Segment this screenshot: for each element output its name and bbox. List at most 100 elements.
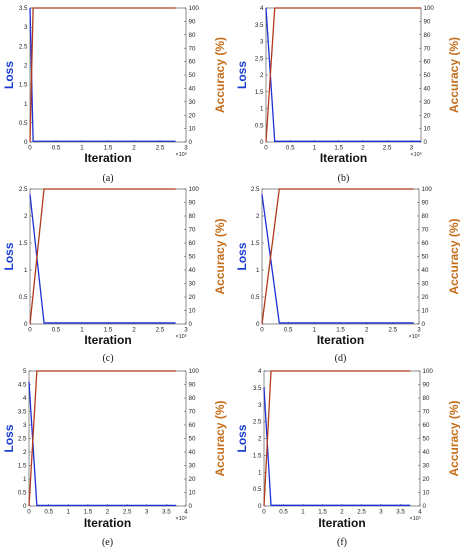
y-left-tick-label: 4 bbox=[23, 395, 27, 402]
x-axis-label: Iteration bbox=[318, 516, 365, 530]
y-right-tick-label: 60 bbox=[189, 240, 196, 247]
y-left-tick-label: 4.5 bbox=[18, 382, 27, 389]
y-right-tick-label: 30 bbox=[189, 281, 196, 288]
y-right-tick-label: 90 bbox=[189, 19, 196, 26]
x-tick-label: 0.5 bbox=[286, 145, 295, 152]
x-tick-label: 0 bbox=[260, 327, 264, 334]
panel-caption: (f) bbox=[337, 537, 347, 548]
y-left-tick-label: 1 bbox=[24, 101, 28, 108]
loss-series-line bbox=[261, 194, 414, 324]
x-tick-label: 2.5 bbox=[123, 509, 132, 516]
chart-panel-1: 0 0.5 1 1.5 2 2.5 300.511.522.533.501020304050… bbox=[2, 5, 227, 184]
y-right-tick-label: 0 bbox=[424, 139, 428, 146]
y-right-axis-label: Accuracy (%) bbox=[447, 400, 460, 476]
y-right-tick-label: 70 bbox=[189, 45, 196, 52]
y-left-tick-label: 0.5 bbox=[255, 122, 264, 129]
y-left-tick-label: 5 bbox=[23, 368, 27, 375]
x-tick-label: 1.5 bbox=[104, 145, 113, 152]
y-right-axis-label: Accuracy (%) bbox=[447, 218, 460, 294]
y-right-tick-label: 20 bbox=[189, 476, 196, 483]
y-right-tick-label: 50 bbox=[424, 72, 431, 79]
y-left-tick-label: 3.5 bbox=[18, 409, 27, 416]
y-right-tick-label: 90 bbox=[423, 382, 430, 389]
y-right-tick-label: 90 bbox=[424, 19, 431, 26]
panel-caption: (a) bbox=[102, 173, 113, 184]
plot-frame bbox=[265, 7, 422, 143]
y-left-tick-label: 0 bbox=[256, 321, 260, 328]
y-left-tick-label: 3 bbox=[24, 24, 28, 31]
y-right-tick-label: 20 bbox=[189, 112, 196, 119]
y-right-tick-label: 40 bbox=[423, 449, 430, 456]
loss-series-line bbox=[265, 7, 421, 142]
y-right-axis-label: Accuracy (%) bbox=[213, 400, 227, 476]
x-tick-label: 2.5 bbox=[389, 327, 398, 334]
y-right-tick-label: 100 bbox=[423, 368, 434, 375]
x-tick-label: 2 bbox=[340, 509, 344, 516]
y-left-tick-label: 3.5 bbox=[255, 22, 264, 29]
x-tick-label: 1 bbox=[80, 145, 84, 152]
y-right-tick-label: 60 bbox=[422, 240, 429, 247]
y-left-tick-label: 0 bbox=[258, 503, 262, 510]
x-tick-label: 1.5 bbox=[104, 327, 113, 334]
y-right-tick-label: 70 bbox=[423, 409, 430, 416]
y-right-tick-label: 10 bbox=[422, 308, 429, 315]
y-left-tick-label: 0.5 bbox=[18, 490, 27, 497]
x-axis-label: Iteration bbox=[317, 333, 364, 347]
y-left-axis-label: Loss bbox=[235, 424, 249, 452]
x-tick-label: 3 bbox=[410, 145, 414, 152]
y-right-tick-label: 50 bbox=[423, 436, 430, 443]
y-right-tick-label: 60 bbox=[189, 422, 196, 429]
y-left-axis-label: Loss bbox=[2, 61, 16, 89]
x-tick-label: 2 bbox=[361, 145, 365, 152]
y-right-axis-label: Accuracy (%) bbox=[447, 37, 460, 113]
x-tick-label: 3 bbox=[184, 145, 188, 152]
y-left-tick-label: 1.5 bbox=[255, 89, 264, 96]
y-left-tick-label: 1 bbox=[23, 476, 27, 483]
y-right-tick-label: 100 bbox=[189, 5, 200, 12]
accuracy-series-line bbox=[261, 188, 414, 325]
x-tick-label: 0 bbox=[262, 509, 266, 516]
y-right-tick-label: 90 bbox=[189, 200, 196, 207]
y-left-tick-label: 2.5 bbox=[19, 186, 28, 193]
x-tick-label: 3 bbox=[417, 327, 421, 334]
y-left-tick-label: 0.5 bbox=[251, 294, 260, 301]
y-left-tick-label: 0 bbox=[260, 139, 264, 146]
panel-caption: (b) bbox=[338, 173, 350, 184]
y-right-tick-label: 60 bbox=[189, 59, 196, 66]
plot-frame bbox=[263, 370, 421, 507]
loss-series-line bbox=[29, 194, 176, 324]
x-tick-label: 0 bbox=[28, 145, 32, 152]
x-tick-label: 3.5 bbox=[162, 509, 171, 516]
y-left-tick-label: 3 bbox=[260, 39, 264, 46]
x-tick-label: 0.5 bbox=[44, 509, 53, 516]
y-left-tick-label: 2 bbox=[256, 213, 260, 220]
y-right-tick-label: 20 bbox=[189, 294, 196, 301]
y-right-tick-label: 0 bbox=[422, 321, 426, 328]
y-left-tick-label: 1.5 bbox=[18, 463, 27, 470]
y-left-tick-label: 3.5 bbox=[253, 385, 262, 392]
y-right-tick-label: 20 bbox=[423, 476, 430, 483]
chart-panel-6: 0 0.5 1 1.5 2 2.5 3 3.5 400.511.522.533.54010203… bbox=[235, 368, 460, 548]
y-left-tick-label: 1 bbox=[260, 106, 264, 113]
y-left-tick-label: 0 bbox=[24, 139, 28, 146]
y-left-tick-label: 2 bbox=[24, 213, 28, 220]
y-left-tick-label: 1 bbox=[258, 469, 262, 476]
x-tick-label: 2 bbox=[106, 509, 110, 516]
y-right-tick-label: 0 bbox=[189, 139, 193, 146]
y-right-tick-label: 0 bbox=[189, 321, 193, 328]
x-tick-label: 3 bbox=[379, 509, 383, 516]
accuracy-series-line bbox=[28, 370, 177, 507]
y-right-tick-label: 10 bbox=[424, 126, 431, 133]
x-tick-label: 1.5 bbox=[336, 327, 345, 334]
y-right-tick-label: 20 bbox=[422, 294, 429, 301]
y-right-tick-label: 80 bbox=[189, 395, 196, 402]
y-right-tick-label: 90 bbox=[189, 382, 196, 389]
y-left-axis-label: Loss bbox=[2, 424, 16, 452]
y-left-tick-label: 1 bbox=[256, 267, 260, 274]
x-tick-label: 1 bbox=[67, 509, 71, 516]
y-left-tick-label: 2 bbox=[260, 72, 264, 79]
y-right-tick-label: 50 bbox=[189, 72, 196, 79]
x-tick-label: 0.5 bbox=[52, 327, 61, 334]
x-tick-label: 2.5 bbox=[156, 145, 165, 152]
